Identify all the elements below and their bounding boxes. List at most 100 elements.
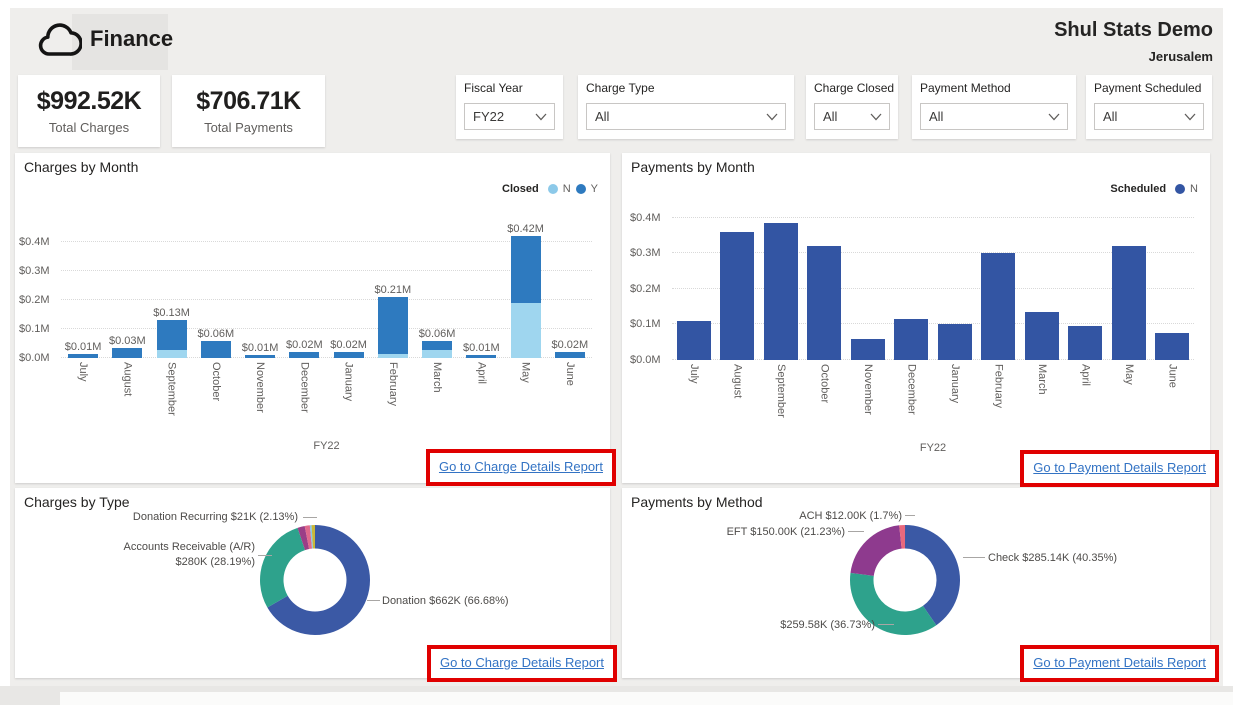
bar-segment-Y	[68, 353, 99, 358]
donut-callout-accounts-receivable: Accounts Receivable (A/R) $280K (28.19%)	[124, 540, 255, 570]
gridline	[672, 287, 1194, 289]
chevron-down-icon	[766, 113, 778, 120]
bar-April[interactable]	[1068, 326, 1103, 360]
bar-column-December: $0.02M	[282, 200, 326, 358]
donut-slice-Donation Recurring[interactable]	[297, 525, 310, 551]
month-label: June	[563, 362, 576, 386]
go-to-payment-details-link[interactable]: Go to Payment Details Report	[1033, 655, 1206, 670]
go-to-payment-details-link[interactable]: Go to Payment Details Report	[1033, 460, 1206, 475]
donut-slice-unlabeled[interactable]	[311, 525, 315, 549]
month-label: August	[731, 364, 744, 399]
charge-type-dropdown[interactable]: All	[586, 103, 786, 130]
bar-value-label: $0.06M	[197, 328, 235, 341]
bar-June[interactable]	[554, 351, 585, 358]
chevron-down-icon	[870, 113, 882, 120]
bar-segment-Y	[466, 354, 497, 358]
leader-line	[905, 515, 915, 516]
bar-segment-N	[981, 253, 1016, 360]
charge-closed-dropdown[interactable]: All	[814, 103, 890, 130]
bar-January[interactable]	[937, 324, 972, 360]
kpi-value: $992.52K	[36, 87, 142, 115]
bar-September[interactable]	[763, 222, 798, 360]
x-axis-label-cell: May	[504, 358, 548, 438]
x-axis-title: FY22	[919, 442, 947, 454]
bar-November[interactable]	[245, 354, 276, 358]
bar-segment-Y	[554, 351, 585, 358]
month-label: March	[1035, 364, 1048, 395]
bar-January[interactable]	[333, 351, 364, 358]
bar-December[interactable]	[289, 352, 320, 358]
bar-October[interactable]	[807, 246, 842, 360]
donut-slice-unlabeled[interactable]	[850, 572, 937, 636]
fiscal-year-dropdown[interactable]: FY22	[464, 103, 555, 130]
bar-July[interactable]	[676, 320, 711, 360]
bar-column-July	[672, 214, 716, 360]
legend-title: Closed	[502, 183, 539, 195]
bar-August[interactable]	[112, 348, 143, 358]
bar-February[interactable]	[981, 253, 1016, 360]
kpi-label: Total Payments	[204, 120, 293, 135]
annotation-red-box: Go to Payment Details Report	[1020, 450, 1219, 487]
bar-March[interactable]	[422, 340, 453, 358]
charges-by-type-donut	[259, 524, 371, 636]
month-label: September	[774, 364, 787, 418]
bar-May[interactable]	[510, 236, 541, 358]
donut-slice-Donation[interactable]	[267, 525, 371, 635]
bar-value-label: $0.06M	[418, 327, 456, 340]
bar-segment-Y	[156, 320, 187, 350]
bar-September[interactable]	[156, 320, 187, 358]
donut-slice-unlabeled[interactable]	[309, 525, 314, 549]
chart-title: Charges by Month	[24, 159, 139, 175]
month-label: November	[861, 364, 874, 415]
gridline	[672, 216, 1194, 218]
donut-slice-ACH[interactable]	[899, 525, 906, 549]
bar-column-June: $0.02M	[548, 200, 592, 358]
bar-column-September	[759, 214, 803, 360]
bar-November[interactable]	[850, 338, 885, 360]
month-label: December	[905, 364, 918, 415]
y-axis-tick: $0.0M	[630, 354, 661, 366]
donut-slice-Accounts Receivable (A/R)[interactable]	[260, 527, 306, 608]
legend: Closed N Y	[502, 183, 598, 195]
bar-column-August	[716, 214, 760, 360]
chart-title: Payments by Method	[631, 494, 763, 510]
chevron-down-icon	[535, 113, 547, 120]
app-name: Finance	[90, 26, 174, 51]
go-to-charge-details-link[interactable]: Go to Charge Details Report	[439, 655, 604, 670]
bar-May[interactable]	[1111, 246, 1146, 360]
gridline	[672, 359, 1194, 360]
legend-dot-n	[547, 184, 558, 194]
bar-April[interactable]	[466, 354, 497, 358]
filter-fiscal-year: Fiscal Year FY22	[456, 75, 563, 139]
donut-slice-EFT[interactable]	[850, 525, 902, 576]
gridline	[672, 252, 1194, 254]
x-axis-labels: July August September October November Decemb…	[672, 360, 1194, 440]
bar-June[interactable]	[1155, 333, 1190, 360]
bar-August[interactable]	[720, 231, 755, 360]
bar-March[interactable]	[1024, 311, 1059, 360]
bar-July[interactable]	[68, 353, 99, 358]
bar-column-October	[803, 214, 847, 360]
donut-callout-donation: Donation $662K (66.68%)	[382, 595, 509, 607]
go-to-charge-details-link[interactable]: Go to Charge Details Report	[438, 459, 603, 474]
bar-October[interactable]	[200, 341, 231, 358]
bar-value-label: $0.21M	[374, 284, 412, 297]
x-axis-label-cell: September	[759, 360, 803, 440]
donut-slice-Check[interactable]	[905, 525, 961, 626]
payment-scheduled-dropdown[interactable]: All	[1094, 103, 1204, 130]
legend-dot-n	[1175, 184, 1186, 194]
bar-December[interactable]	[894, 319, 929, 360]
donut-slice-unlabeled[interactable]	[304, 525, 313, 550]
month-label: July	[77, 362, 90, 382]
x-axis-label-cell: December	[890, 360, 934, 440]
bar-February[interactable]	[377, 297, 408, 358]
legend-dot-y	[575, 184, 586, 194]
gridline	[61, 357, 592, 358]
payment-method-dropdown[interactable]: All	[920, 103, 1068, 130]
gridline	[61, 270, 592, 272]
month-label: July	[687, 364, 700, 384]
donut-callout-cash: $259.58K (36.73%)	[780, 619, 875, 631]
bar-segment-N	[1024, 311, 1059, 360]
payments-by-method-donut	[849, 524, 961, 636]
x-axis-label-cell: October	[803, 360, 847, 440]
